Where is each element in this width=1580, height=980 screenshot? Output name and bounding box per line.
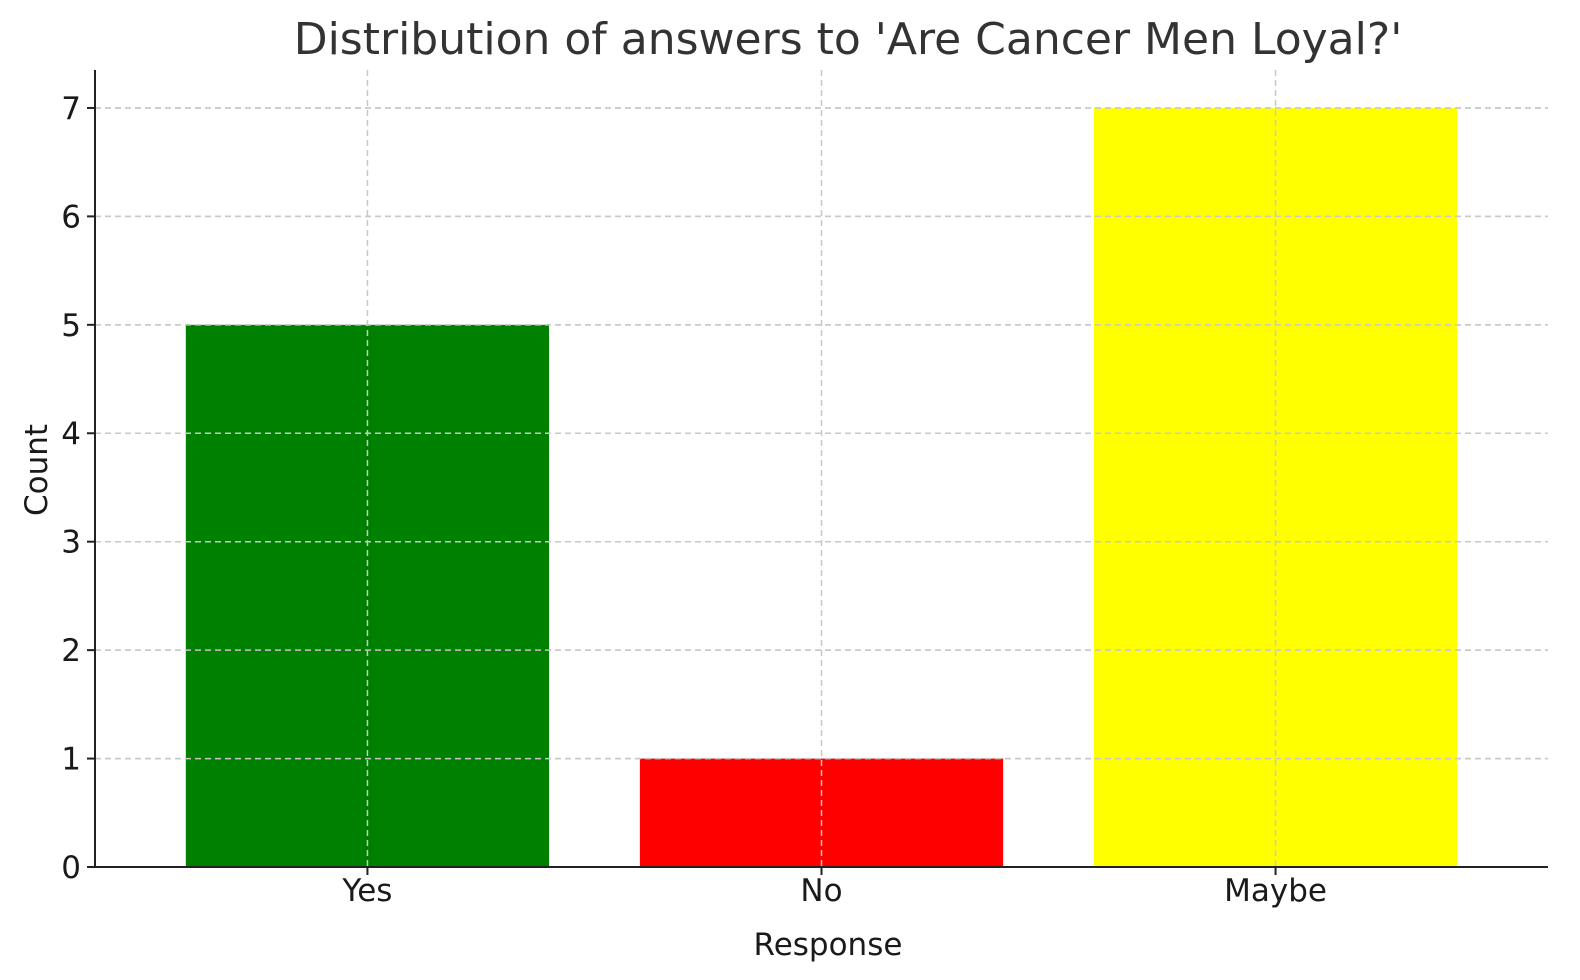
bars-layer (95, 70, 1548, 867)
y-tick-label: 4 (61, 416, 81, 452)
y-tick-label: 2 (61, 633, 81, 669)
ticks-layer: 0 1 2 3 4 5 6 7 Yes No Maybe (61, 91, 1327, 909)
y-tick-label: 6 (61, 199, 81, 235)
y-tick-label: 5 (61, 308, 81, 344)
x-tick-label-yes: Yes (341, 873, 392, 909)
y-tick-label: 0 (61, 850, 81, 886)
x-tick-label-no: No (800, 873, 842, 909)
y-tick-label: 7 (61, 91, 81, 127)
x-axis-label: Response (754, 927, 903, 963)
y-tick-label: 1 (61, 742, 81, 778)
chart-title: Distribution of answers to 'Are Cancer M… (294, 14, 1403, 65)
y-axis-label: Count (19, 424, 55, 516)
x-tick-label-maybe: Maybe (1224, 873, 1327, 909)
y-tick-label: 3 (61, 525, 81, 561)
